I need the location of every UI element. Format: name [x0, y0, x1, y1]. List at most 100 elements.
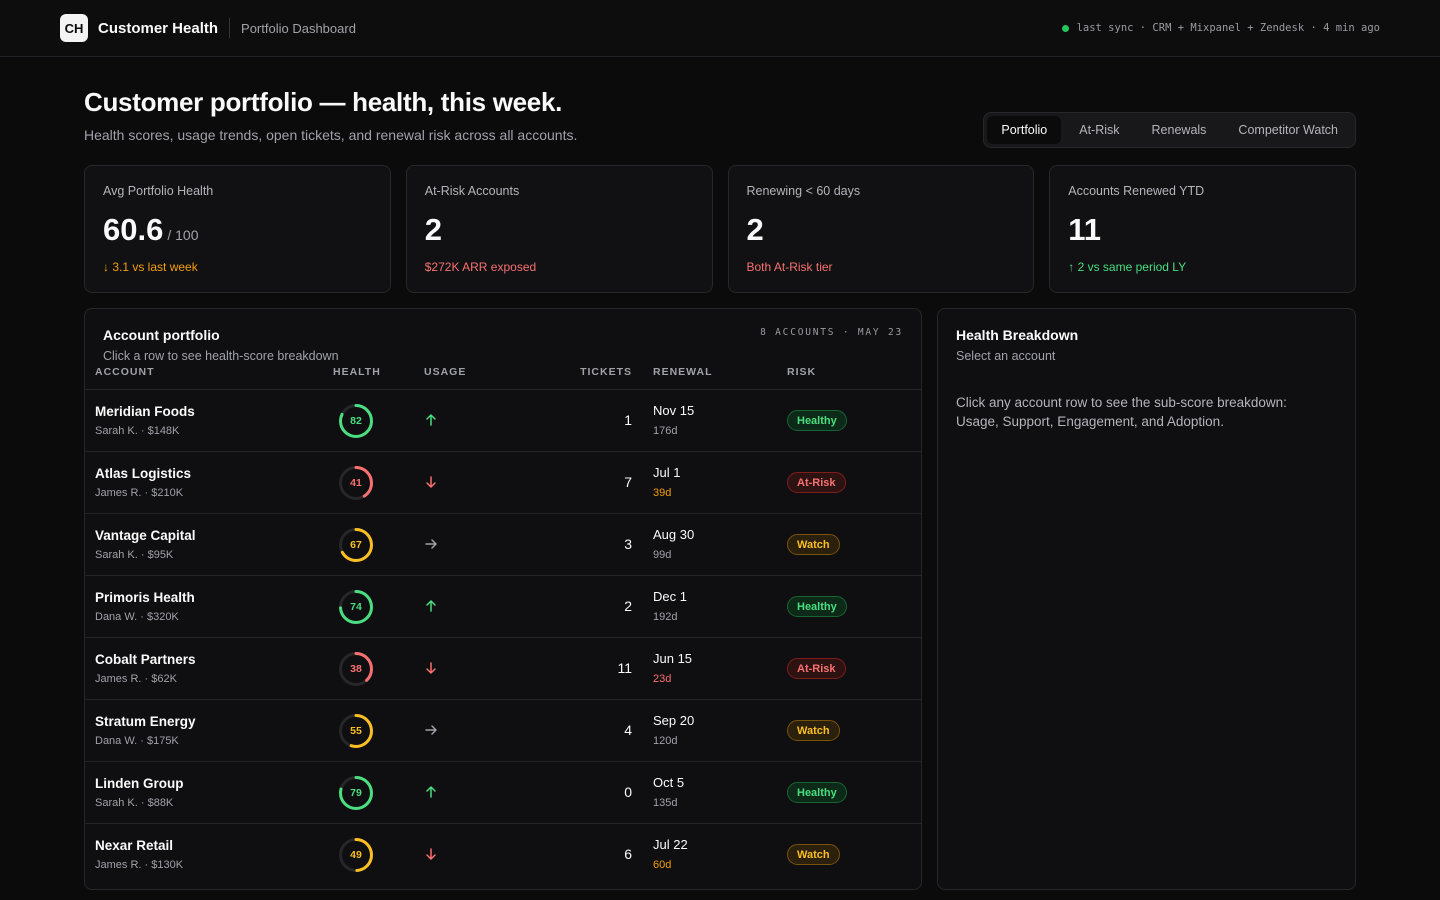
kpi-note: Both At-Risk tier	[746, 260, 833, 274]
tab-competitor-watch[interactable]: Competitor Watch	[1238, 123, 1338, 137]
portfolio-subtitle: Click a row to see health-score breakdow…	[103, 349, 339, 363]
renewal-days-remaining: 39d	[653, 487, 672, 499]
kpi-label: Accounts Renewed YTD	[1068, 184, 1205, 198]
health-score-value: 67	[350, 539, 362, 551]
health-breakdown-panel: Health Breakdown Select an account Click…	[937, 308, 1356, 890]
account-owner-arr: James R. · $210K	[95, 487, 184, 499]
health-score-value: 55	[350, 725, 362, 737]
table-header: ACCOUNT HEALTH USAGE TICKETS RENEWAL RIS…	[85, 365, 921, 390]
renewal-days-remaining: 192d	[653, 611, 678, 623]
account-owner-arr: James R. · $62K	[95, 673, 177, 685]
table-row[interactable]: Stratum Energy Dana W. · $175K 55 4 Sep 20 12…	[85, 700, 921, 762]
health-score-value: 74	[350, 601, 362, 613]
usage-trend-up-arrow-icon	[423, 598, 439, 614]
risk-badge: Watch	[787, 534, 840, 555]
table-row[interactable]: Linden Group Sarah K. · $88K 79 0 Oct 5 135d H…	[85, 762, 921, 824]
health-score-ring	[339, 776, 373, 810]
column-header-tickets[interactable]: TICKETS	[580, 366, 632, 378]
renewal-date: Aug 30	[653, 527, 695, 542]
health-score-value: 38	[350, 663, 362, 675]
usage-trend-down-arrow-icon	[423, 660, 439, 676]
renewal-date: Dec 1	[653, 589, 687, 604]
usage-trend-up-arrow-icon	[423, 784, 439, 800]
risk-badge: Watch	[787, 844, 840, 865]
account-name: Primoris Health	[95, 590, 195, 605]
risk-badge: Watch	[787, 720, 840, 741]
kpi-value: 11	[1068, 212, 1102, 247]
usage-trend-up-arrow-icon	[423, 412, 439, 428]
sync-status-dot-icon	[1061, 24, 1069, 32]
usage-trend-down-arrow-icon	[423, 846, 439, 862]
top-bar: CH Customer Health Portfolio Dashboard l…	[0, 0, 1440, 57]
table-row[interactable]: Primoris Health Dana W. · $320K 74 2 Dec 1 19…	[85, 576, 921, 638]
main-content: Customer portfolio — health, this week. …	[84, 57, 1356, 890]
account-name: Nexar Retail	[95, 838, 174, 853]
account-owner-arr: Dana W. · $320K	[95, 611, 179, 623]
table-row[interactable]: Nexar Retail James R. · $130K 49 6 Jul 22 60d…	[85, 824, 921, 886]
kpi-label: At-Risk Accounts	[424, 184, 520, 198]
ticket-count: 11	[617, 660, 632, 676]
ticket-count: 2	[624, 598, 632, 614]
health-score-ring	[339, 590, 373, 624]
account-name: Vantage Capital	[95, 528, 196, 543]
health-score-value: 82	[350, 415, 362, 427]
breakdown-title: Health Breakdown	[956, 327, 1079, 343]
usage-trend-right-arrow-icon	[423, 536, 439, 552]
kpi-note: ↑ 2 vs same period LY	[1068, 260, 1187, 274]
kpi-cards: Avg Portfolio Health 60.6/ 100 ↓ 3.1 vs la…	[84, 165, 1356, 293]
column-header-health[interactable]: HEALTH	[333, 366, 381, 378]
tab-portfolio[interactable]: Portfolio	[987, 116, 1062, 144]
column-header-usage[interactable]: USAGE	[424, 366, 467, 378]
renewal-days-remaining: 176d	[653, 425, 678, 437]
table-row[interactable]: Meridian Foods Sarah K. · $148K 82 1 Nov 15 1…	[85, 390, 921, 452]
renewal-date: Jun 15	[653, 651, 693, 666]
account-owner-arr: James R. · $130K	[95, 859, 184, 871]
tab-at-risk[interactable]: At-Risk	[1079, 123, 1120, 137]
bottom-panels: Account portfolio Click a row to see hea…	[84, 308, 1356, 890]
account-owner-arr: Sarah K. · $88K	[95, 797, 174, 809]
column-header-renewal[interactable]: RENEWAL	[653, 366, 713, 378]
risk-badge: At-Risk	[787, 658, 846, 679]
account-name: Cobalt Partners	[95, 652, 196, 667]
tab-renewals[interactable]: Renewals	[1151, 123, 1207, 137]
renewal-date: Oct 5	[653, 775, 685, 790]
account-owner-arr: Sarah K. · $95K	[95, 549, 174, 561]
health-score-value: 79	[350, 787, 362, 799]
kpi-note: ↓ 3.1 vs last week	[103, 260, 198, 274]
page-title: Customer portfolio — health, this week.	[84, 87, 563, 117]
table-row[interactable]: Vantage Capital Sarah K. · $95K 67 3 Aug 30 9…	[85, 514, 921, 576]
account-portfolio-panel: Account portfolio Click a row to see hea…	[84, 308, 922, 890]
health-score-ring	[339, 404, 373, 438]
kpi-label: Avg Portfolio Health	[103, 184, 214, 198]
breakdown-subtitle: Select an account	[956, 349, 1056, 363]
health-score-ring	[339, 652, 373, 686]
ticket-count: 7	[624, 474, 632, 490]
usage-trend-down-arrow-icon	[423, 474, 439, 490]
table-row[interactable]: Atlas Logistics James R. · $210K 41 7 Jul 1 3…	[85, 452, 921, 514]
ticket-count: 4	[624, 722, 632, 738]
account-owner-arr: Dana W. · $175K	[95, 735, 179, 747]
ticket-count: 6	[624, 846, 632, 862]
renewal-days-remaining: 23d	[653, 673, 672, 685]
column-header-account[interactable]: ACCOUNT	[95, 366, 155, 378]
kpi-value: 2	[746, 212, 764, 247]
kpi-card-avg-portfolio-health: Avg Portfolio Health 60.6/ 100 ↓ 3.1 vs la…	[84, 165, 391, 293]
page-subtitle: Health scores, usage trends, open ticket…	[84, 127, 578, 143]
breadcrumb[interactable]: Portfolio Dashboard	[241, 20, 356, 36]
view-tabs: Portfolio At-Risk Renewals Competitor Watch	[983, 112, 1356, 148]
breakdown-empty-state: Click any account row to see the sub-sco…	[956, 395, 1287, 429]
account-name: Meridian Foods	[95, 404, 195, 419]
health-score-ring	[339, 528, 373, 562]
app-logo[interactable]: CH	[60, 14, 88, 42]
renewal-date: Jul 22	[653, 837, 688, 852]
sync-status: last sync · CRM + Mixpanel + Zendesk · 4…	[1061, 22, 1380, 34]
table-row[interactable]: Cobalt Partners James R. · $62K 38 11 Jun 15…	[85, 638, 921, 700]
account-name: Atlas Logistics	[95, 466, 192, 481]
portfolio-meta: 8 ACCOUNTS · MAY 23	[760, 327, 903, 338]
risk-badge: Healthy	[787, 782, 847, 803]
kpi-card-renewing-60-days: Renewing < 60 days 2 Both At-Risk tier	[727, 165, 1035, 293]
column-header-risk[interactable]: RISK	[787, 366, 817, 378]
account-owner-arr: Sarah K. · $148K	[95, 425, 180, 437]
health-score-value: 41	[350, 477, 362, 489]
account-name: Stratum Energy	[95, 714, 196, 729]
